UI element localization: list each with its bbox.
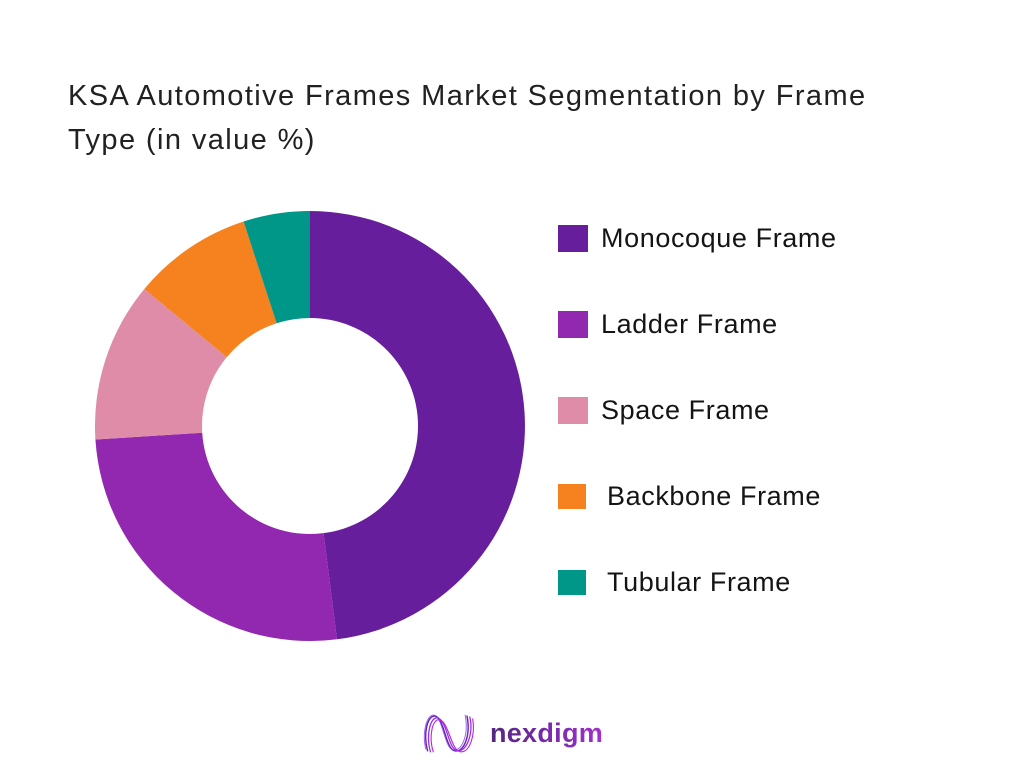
legend-item-backbone-frame: Backbone Frame <box>558 480 837 511</box>
donut-segment-backbone-frame <box>144 221 277 358</box>
nexdigm-wave-icon <box>421 708 483 758</box>
legend-label: Monocoque Frame <box>601 222 837 253</box>
legend-label: Space Frame <box>601 394 770 425</box>
nexdigm-logo: nexdigm <box>0 708 1024 758</box>
legend-swatch-icon <box>558 569 586 595</box>
legend-swatch-icon <box>558 224 588 252</box>
nexdigm-wordmark: nexdigm <box>489 717 604 748</box>
donut-segment-ladder-frame <box>95 432 337 641</box>
donut-segment-tubular-frame <box>243 211 310 324</box>
chart-legend: Monocoque Frame Ladder Frame Space Frame… <box>558 222 837 597</box>
legend-swatch-icon <box>558 310 588 338</box>
legend-swatch-icon <box>558 483 586 509</box>
donut-chart-svg <box>95 211 525 641</box>
donut-segment-monocoque-frame <box>310 211 525 640</box>
page-title: KSA Automotive Frames Market Segmentatio… <box>68 74 1008 162</box>
page-title-line1: KSA Automotive Frames Market Segmentatio… <box>68 80 867 112</box>
legend-item-ladder-frame: Ladder Frame <box>558 308 837 339</box>
donut-segment-space-frame <box>95 288 227 440</box>
legend-label: Tubular Frame <box>607 566 791 597</box>
page-title-line2: Type (in value %) <box>68 124 316 156</box>
donut-chart <box>95 211 525 641</box>
legend-item-monocoque-frame: Monocoque Frame <box>558 222 837 253</box>
legend-swatch-icon <box>558 396 588 424</box>
legend-item-space-frame: Space Frame <box>558 394 837 425</box>
legend-label: Backbone Frame <box>607 480 821 511</box>
legend-item-tubular-frame: Tubular Frame <box>558 566 837 597</box>
legend-label: Ladder Frame <box>601 308 778 339</box>
